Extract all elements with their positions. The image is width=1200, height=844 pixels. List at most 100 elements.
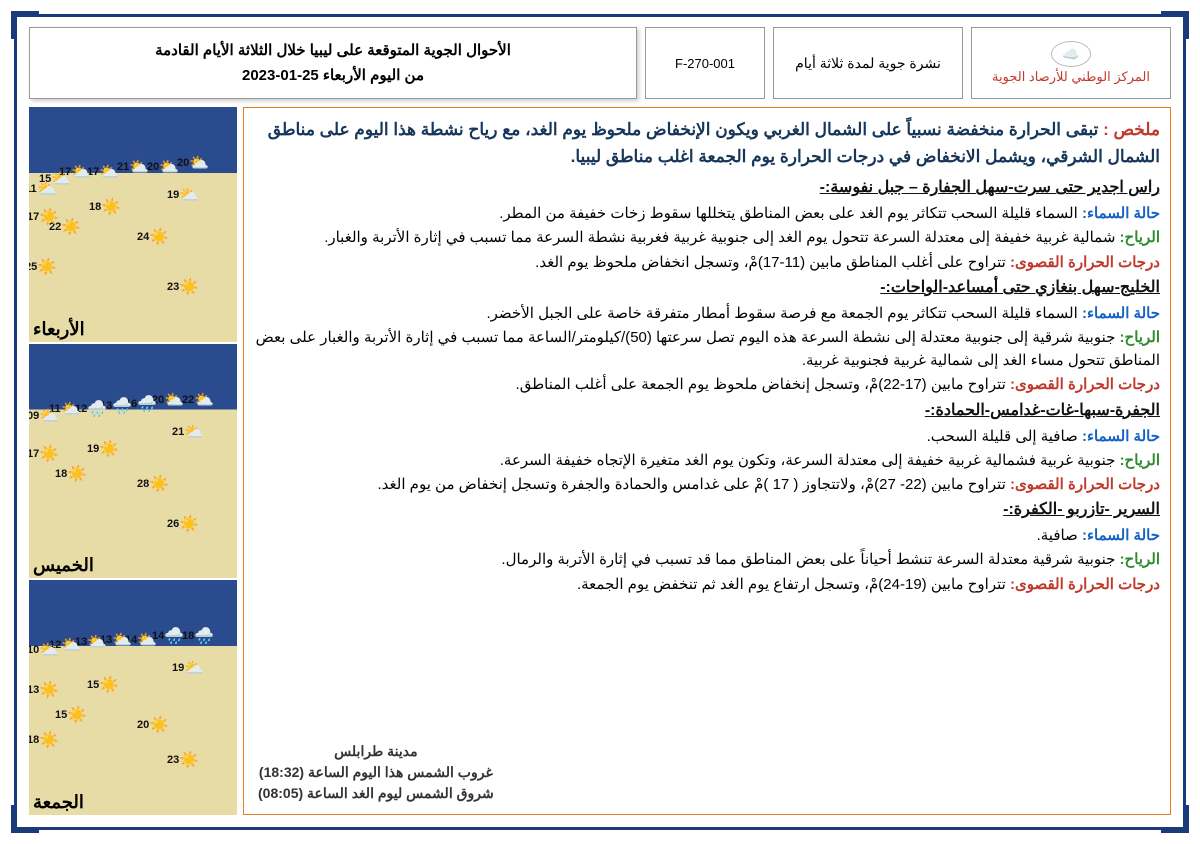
wind-value: شمالية غربية خفيفة إلى معتدلة السرعة تتح… bbox=[324, 229, 1115, 246]
temp-value: تتراوح على أغلب المناطق مابين (11-17)مْ،… bbox=[535, 254, 1006, 271]
weather-icon: ⛅ bbox=[39, 640, 59, 660]
forecast-map: الأربعاء⛅20⛅20⛅21⛅17⛅17⛅19⛅15⛅11☀️18☀️22… bbox=[29, 107, 237, 342]
weather-icon: ⛅ bbox=[61, 399, 81, 419]
weather-icon: ☀️ bbox=[67, 464, 87, 484]
temp-value: 19 bbox=[87, 443, 99, 455]
temp-value: 18 bbox=[29, 734, 39, 746]
regions-container: راس اجدير حتى سرت-سهل الجفارة – جبل نفوس… bbox=[254, 176, 1160, 595]
wind-label: الرياح: bbox=[1115, 229, 1160, 246]
weather-icon: ☀️ bbox=[149, 474, 169, 494]
temp-value: 09 bbox=[29, 410, 39, 422]
weather-icon: ⛅ bbox=[164, 390, 184, 410]
temp-value: 10 bbox=[29, 644, 39, 656]
corner-decor bbox=[1161, 11, 1189, 39]
org-logo-icon: ☁️ bbox=[1051, 41, 1091, 67]
region-heading: راس اجدير حتى سرت-سهل الجفارة – جبل نفوس… bbox=[254, 176, 1160, 201]
sky-label: حالة السماء: bbox=[1078, 527, 1160, 544]
weather-icon: ⛅ bbox=[194, 390, 214, 410]
forecast-line-sky: حالة السماء: السماء قليلة السحب تتكاثر ي… bbox=[254, 202, 1160, 225]
weather-icon: ⛅ bbox=[99, 162, 119, 182]
temp-value: 19 bbox=[172, 662, 184, 674]
summary-block: ملخص : تبقى الحرارة منخفضة نسبياً على ال… bbox=[254, 116, 1160, 170]
weather-icon: 🌧️ bbox=[164, 626, 184, 646]
weather-icon: 🌧️ bbox=[87, 399, 107, 419]
sky-value: صافية. bbox=[1037, 527, 1078, 544]
region-heading: الخليج-سهل بنغازي حتى أمساعد-الواحات:- bbox=[254, 276, 1160, 301]
temp-value: 25 bbox=[29, 261, 37, 273]
wind-label: الرياح: bbox=[1115, 452, 1160, 469]
sun-times: مدينة طرابلس غروب الشمس هذا اليوم الساعة… bbox=[258, 741, 494, 804]
temp-value: 18 bbox=[55, 468, 67, 480]
sun-city: مدينة طرابلس bbox=[258, 741, 494, 762]
wind-value: جنوبية غربية فشمالية غربية خفيفة إلى معت… bbox=[500, 452, 1116, 469]
org-cell: ☁️ المركز الوطني للأرصاد الجوية bbox=[971, 27, 1171, 99]
region-heading: الجفرة-سبها-غات-غدامس-الحمادة:- bbox=[254, 399, 1160, 424]
weather-icon: ☀️ bbox=[179, 750, 199, 770]
header-row: ☁️ المركز الوطني للأرصاد الجوية نشرة جوي… bbox=[29, 27, 1171, 99]
forecast-line-sky: حالة السماء: صافية إلى قليلة السحب. bbox=[254, 425, 1160, 448]
wind-value: جنوبية شرقية إلى جنوبية معتدلة إلى نشطة … bbox=[256, 329, 1160, 369]
temp-label: درجات الحرارة القصوى: bbox=[1006, 476, 1160, 493]
forecast-line-sky: حالة السماء: السماء قليلة السحب تتكاثر ي… bbox=[254, 302, 1160, 325]
temp-value: 24 bbox=[137, 231, 149, 243]
temp-value: 18 bbox=[89, 201, 101, 213]
bulletin-code: F-270-001 bbox=[675, 56, 735, 71]
weather-icon: ⛅ bbox=[189, 153, 209, 173]
weather-icon: ☀️ bbox=[37, 257, 57, 277]
wind-value: جنوبية شرقية معتدلة السرعة تنشط أحياناً … bbox=[501, 551, 1115, 568]
weather-icon: ⛅ bbox=[129, 157, 149, 177]
weather-icon: ☀️ bbox=[67, 705, 87, 725]
weather-icon: ⛅ bbox=[112, 630, 132, 650]
sky-label: حالة السماء: bbox=[1078, 205, 1160, 222]
region-heading: السرير -تازربو -الكفرة:- bbox=[254, 498, 1160, 523]
title-line2: من اليوم الأربعاء 25-01-2023 bbox=[242, 63, 424, 89]
forecast-line-wind: الرياح: جنوبية شرقية معتدلة السرعة تنشط … bbox=[254, 548, 1160, 571]
forecast-line-wind: الرياح: جنوبية غربية فشمالية غربية خفيفة… bbox=[254, 449, 1160, 472]
weather-icon: 🌧️ bbox=[112, 396, 132, 416]
temp-value: 23 bbox=[167, 281, 179, 293]
weather-icon: ⛅ bbox=[71, 162, 91, 182]
temp-value: تتراوح مابين (22- 27)مْ، ولاتتجاوز ( 17 … bbox=[377, 476, 1005, 493]
weather-icon: 🌧️ bbox=[137, 394, 157, 414]
forecast-line-wind: الرياح: شمالية غربية خفيفة إلى معتدلة ال… bbox=[254, 226, 1160, 249]
weather-icon: ☀️ bbox=[101, 197, 121, 217]
org-name: المركز الوطني للأرصاد الجوية bbox=[992, 69, 1150, 85]
maps-column: الأربعاء⛅20⛅20⛅21⛅17⛅17⛅19⛅15⛅11☀️18☀️22… bbox=[29, 107, 237, 815]
temp-value: 21 bbox=[172, 426, 184, 438]
weather-icon: ⛅ bbox=[61, 635, 81, 655]
body-row: ملخص : تبقى الحرارة منخفضة نسبياً على ال… bbox=[29, 107, 1171, 815]
weather-icon: ☀️ bbox=[39, 730, 59, 750]
forecast-line-temp: درجات الحرارة القصوى: تتراوح مابين (22- … bbox=[254, 473, 1160, 496]
map-icons-layer: ⛅22⛅20🌧️16🌧️13🌧️12⛅11⛅09⛅21☀️19☀️17☀️18☀… bbox=[29, 344, 237, 579]
weather-icon: ⛅ bbox=[137, 630, 157, 650]
weather-icon: 🌧️ bbox=[194, 626, 214, 646]
map-icons-layer: 🌧️18🌧️14⛅14⛅13⛅13⛅12⛅10⛅19☀️15☀️13☀️15☀️… bbox=[29, 580, 237, 815]
weather-icon: ☀️ bbox=[99, 675, 119, 695]
weather-icon: ☀️ bbox=[39, 444, 59, 464]
corner-decor bbox=[11, 11, 39, 39]
weather-icon: ☀️ bbox=[39, 680, 59, 700]
weather-icon: ☀️ bbox=[179, 514, 199, 534]
temp-value: 23 bbox=[167, 754, 179, 766]
map-icons-layer: ⛅20⛅20⛅21⛅17⛅17⛅19⛅15⛅11☀️18☀️22☀️17☀️24… bbox=[29, 107, 237, 342]
code-cell: F-270-001 bbox=[645, 27, 765, 99]
weather-icon: ⛅ bbox=[159, 157, 179, 177]
weather-icon: ⛅ bbox=[39, 406, 59, 426]
sunset-line: غروب الشمس هذا اليوم الساعة (18:32) bbox=[258, 762, 494, 783]
weather-icon: ☀️ bbox=[99, 439, 119, 459]
weather-icon: ☀️ bbox=[149, 715, 169, 735]
weather-icon: ⛅ bbox=[37, 179, 57, 199]
weather-icon: ⛅ bbox=[179, 185, 199, 205]
forecast-map: الخميس⛅22⛅20🌧️16🌧️13🌧️12⛅11⛅09⛅21☀️19☀️1… bbox=[29, 344, 237, 579]
weather-icon: ☀️ bbox=[39, 207, 59, 227]
sky-label: حالة السماء: bbox=[1078, 428, 1160, 445]
temp-value: 28 bbox=[137, 478, 149, 490]
weather-icon: ⛅ bbox=[184, 658, 204, 678]
title-cell: الأحوال الجوية المتوقعة على ليبيا خلال ا… bbox=[29, 27, 637, 99]
title-line1: الأحوال الجوية المتوقعة على ليبيا خلال ا… bbox=[155, 38, 511, 64]
temp-value: 19 bbox=[167, 189, 179, 201]
sky-label: حالة السماء: bbox=[1078, 305, 1160, 322]
temp-value: 13 bbox=[29, 684, 39, 696]
sky-value: السماء قليلة السحب تتكاثر يوم الغد على ب… bbox=[499, 205, 1078, 222]
wind-label: الرياح: bbox=[1115, 329, 1160, 346]
